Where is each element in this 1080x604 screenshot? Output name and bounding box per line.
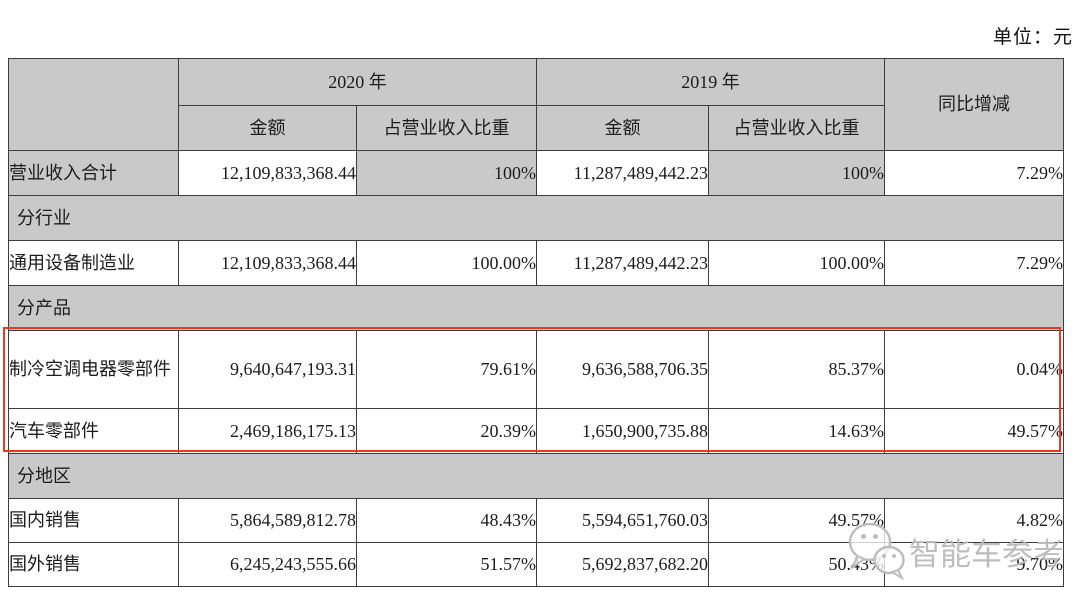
section-label: 分行业 xyxy=(8,195,1064,241)
row-refrigeration-ac-parts: 制冷空调电器零部件 9,640,647,193.31 79.61% 9,636,… xyxy=(8,330,1064,409)
yoy-cell: 49.57% xyxy=(884,408,1064,454)
share-2019-cell: 14.63% xyxy=(708,408,885,454)
share-2020-cell: 100.00% xyxy=(356,240,537,286)
row-label: 国外销售 xyxy=(8,542,179,587)
header-row-metrics: 金额 占营业收入比重 金额 占营业收入比重 xyxy=(9,105,1064,151)
yoy-cell: 9.70% xyxy=(884,542,1064,587)
amount-2019-cell: 5,692,837,682.20 xyxy=(536,542,709,587)
share-2019-cell: 50.43% xyxy=(708,542,885,587)
row-auto-parts: 汽车零部件 2,469,186,175.13 20.39% 1,650,900,… xyxy=(8,408,1064,454)
header-amount-2019: 金额 xyxy=(536,105,709,151)
row-overseas-sales: 国外销售 6,245,243,555.66 51.57% 5,692,837,6… xyxy=(8,542,1064,587)
header-row-years: 2020 年 2019 年 同比增减 xyxy=(8,58,1064,151)
row-label: 营业收入合计 xyxy=(8,150,179,196)
share-2020-cell: 79.61% xyxy=(356,330,537,409)
amount-2019-cell: 1,650,900,735.88 xyxy=(536,408,709,454)
yoy-cell: 7.29% xyxy=(884,240,1064,286)
row-general-equipment: 通用设备制造业 12,109,833,368.44 100.00% 11,287… xyxy=(8,240,1064,286)
section-by-industry: 分行业 xyxy=(8,195,1064,241)
share-2020-cell: 48.43% xyxy=(356,498,537,543)
unit-label: 单位：元 xyxy=(992,27,1073,48)
amount-2020-cell: 2,469,186,175.13 xyxy=(178,408,357,454)
share-2019-cell: 49.57% xyxy=(708,498,885,543)
amount-2019-cell: 5,594,651,760.03 xyxy=(536,498,709,543)
yoy-cell: 0.04% xyxy=(884,330,1064,409)
row-label: 通用设备制造业 xyxy=(8,240,179,286)
row-label: 汽车零部件 xyxy=(8,408,179,454)
row-domestic-sales: 国内销售 5,864,589,812.78 48.43% 5,594,651,7… xyxy=(8,498,1064,543)
row-label: 国内销售 xyxy=(8,498,179,543)
yoy-cell: 7.29% xyxy=(884,150,1064,196)
amount-2020-cell: 12,109,833,368.44 xyxy=(178,240,357,286)
share-2019-cell: 100% xyxy=(708,150,885,196)
row-label: 制冷空调电器零部件 xyxy=(8,330,179,409)
header-amount-2020: 金额 xyxy=(178,105,357,151)
amount-2020-cell: 9,640,647,193.31 xyxy=(178,330,357,409)
amount-2019-cell: 11,287,489,442.23 xyxy=(536,240,709,286)
header-yoy: 同比增减 xyxy=(884,58,1064,151)
amount-2020-cell: 6,245,243,555.66 xyxy=(178,542,357,587)
section-label: 分产品 xyxy=(8,285,1064,331)
header-share-2020: 占营业收入比重 xyxy=(356,105,537,151)
yoy-cell: 4.82% xyxy=(884,498,1064,543)
share-2020-cell: 51.57% xyxy=(356,542,537,587)
corner-header-cell xyxy=(8,58,179,151)
amount-2019-cell: 11,287,489,442.23 xyxy=(536,150,709,196)
row-total-revenue: 营业收入合计 12,109,833,368.44 100% 11,287,489… xyxy=(8,150,1064,196)
share-2020-cell: 20.39% xyxy=(356,408,537,454)
amount-2019-cell: 9,636,588,706.35 xyxy=(536,330,709,409)
section-by-product: 分产品 xyxy=(8,285,1064,331)
revenue-breakdown-table: 2020 年 2019 年 同比增减 金额 占营业收入比重 金额 占营业收入比重… xyxy=(8,58,1064,587)
amount-2020-cell: 12,109,833,368.44 xyxy=(178,150,357,196)
header-year-2020: 2020 年 xyxy=(178,58,537,106)
share-2019-cell: 85.37% xyxy=(708,330,885,409)
share-2020-cell: 100% xyxy=(356,150,537,196)
share-2019-cell: 100.00% xyxy=(708,240,885,286)
section-label: 分地区 xyxy=(8,453,1064,499)
header-share-2019: 占营业收入比重 xyxy=(708,105,885,151)
section-by-region: 分地区 xyxy=(8,453,1064,499)
amount-2020-cell: 5,864,589,812.78 xyxy=(178,498,357,543)
header-year-2019: 2019 年 xyxy=(536,58,885,106)
